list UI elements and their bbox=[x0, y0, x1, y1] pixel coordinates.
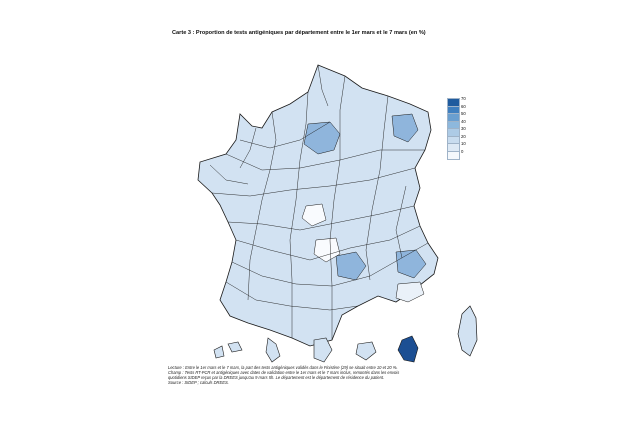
moselle-zone bbox=[391, 113, 419, 143]
note-champ-continued: quotidiens SIDEP reçus par la DREES jusq… bbox=[168, 375, 385, 381]
note-source: Source : SIDEP ; calculs DREES. bbox=[168, 380, 229, 386]
legend-label: 10 bbox=[461, 141, 466, 146]
corsica bbox=[457, 305, 478, 357]
legend-label: 0 bbox=[461, 148, 464, 154]
lozere-zone bbox=[313, 237, 341, 263]
cher-zone bbox=[301, 203, 327, 227]
rhone-zone bbox=[335, 251, 367, 281]
legend-label: 50 bbox=[461, 111, 466, 116]
var-zone bbox=[395, 281, 425, 303]
martinique bbox=[265, 337, 281, 363]
map-title: Carte 3 : Proportion de tests antigéniqu… bbox=[172, 30, 426, 36]
guyane bbox=[313, 337, 333, 363]
legend-label: 70 bbox=[461, 96, 466, 101]
la-reunion bbox=[355, 341, 377, 361]
department-borders bbox=[209, 64, 429, 340]
legend-label: 40 bbox=[461, 118, 466, 124]
legend-label: 30 bbox=[461, 126, 466, 131]
legend-label: 60 bbox=[461, 103, 466, 109]
note-champ: Champ : Tests RT-PCR et antigéniques ave… bbox=[168, 370, 400, 376]
legend-swatch bbox=[447, 150, 460, 160]
legend-label: 20 bbox=[461, 133, 466, 139]
guadeloupe bbox=[213, 341, 243, 359]
mayotte bbox=[397, 335, 419, 363]
map-notes: Lecture : Entre le 1er mars et le 7 mars… bbox=[168, 365, 458, 385]
note-lecture: Lecture : Entre le 1er mars et le 7 mars… bbox=[168, 365, 398, 370]
